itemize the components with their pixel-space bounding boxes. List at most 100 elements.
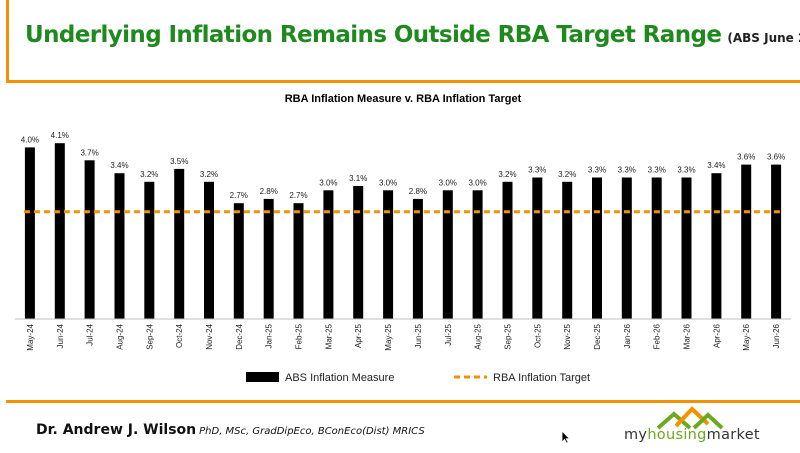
x-tick-Feb-25: Feb-25 [295,323,304,349]
data-label-Aug-25: 3.0% [468,178,486,187]
x-tick-May-24: May-24 [26,323,35,350]
bar-Jul-25 [442,190,453,319]
x-tick-Feb-26: Feb-26 [653,323,662,349]
bar-Dec-25 [592,177,602,319]
x-tick-Jul-25: Jul-25 [444,323,453,345]
bar-Jun-25 [412,198,423,319]
data-label-Dec-25: 3.3% [588,166,606,175]
x-tick-May-25: May-25 [384,323,393,350]
mouse-cursor-icon [561,430,571,444]
inflation-chart: RBA Inflation Measure v. RBA Inflation T… [15,93,791,384]
bar-Apr-25 [353,186,364,319]
bar-Jun-26 [771,164,782,319]
x-tick-Oct-25: Oct-25 [533,323,542,348]
data-label-Jul-24: 3.7% [80,148,98,157]
myhousingmarket-logo: myhousingmarket [620,404,780,448]
data-label-Nov-25: 3.2% [558,170,576,179]
x-tick-Aug-25: Aug-25 [474,323,483,349]
x-tick-Apr-25: Apr-25 [354,323,363,348]
data-label-Jun-24: 4.1% [51,131,69,140]
legend-swatch-bar [246,372,279,382]
bar-Dec-24 [233,203,244,319]
x-tick-Mar-26: Mar-26 [683,323,692,349]
bar-Oct-24 [174,168,185,319]
bar-Feb-26 [651,177,662,319]
data-label-Mar-25: 3.0% [319,178,337,187]
bar-May-26 [741,164,752,319]
bar-Mar-25 [323,190,334,319]
bar-May-24 [24,147,35,319]
data-label-Feb-25: 2.7% [289,191,307,200]
bar-Nov-25 [562,181,573,319]
data-label-Sep-25: 3.2% [498,170,516,179]
slide-title-text: Underlying Inflation Remains Outside RBA… [25,22,722,48]
bar-Sep-24 [144,181,155,319]
bar-Aug-25 [472,190,483,319]
x-tick-May-26: May-26 [742,323,751,350]
x-tick-Oct-24: Oct-24 [175,323,184,348]
x-tick-Jan-26: Jan-26 [623,323,632,348]
x-tick-Dec-24: Dec-24 [235,323,244,349]
x-tick-Nov-24: Nov-24 [205,323,214,349]
bar-Jan-26 [621,177,632,319]
legend-label-line: RBA Inflation Target [493,372,590,384]
house-roofs-icon [656,406,724,430]
x-tick-Sep-24: Sep-24 [145,323,154,349]
x-tick-Jun-24: Jun-24 [56,323,65,348]
data-label-Mar-26: 3.3% [677,166,695,175]
x-tick-Jan-25: Jan-25 [265,323,274,348]
bar-Jul-24 [84,160,95,319]
bar-Aug-24 [114,173,125,319]
data-label-May-24: 4.0% [21,135,39,144]
data-label-May-25: 3.0% [379,178,397,187]
data-label-Jan-26: 3.3% [618,166,636,175]
x-tick-Apr-26: Apr-26 [712,323,721,348]
data-label-Jun-25: 2.8% [409,187,427,196]
logo-text-housing: housing [647,427,707,443]
bar-Sep-25 [502,181,513,319]
logo-text-my: my [624,427,648,443]
bar-Apr-26 [711,173,722,319]
data-label-Dec-24: 2.7% [230,191,248,200]
data-label-Nov-24: 3.2% [200,170,218,179]
author-name: Dr. Andrew J. Wilson [36,422,197,438]
data-label-Oct-25: 3.3% [528,166,546,175]
x-tick-Jun-26: Jun-26 [772,323,781,348]
data-label-Jan-25: 2.8% [260,187,278,196]
bar-Feb-25 [293,203,304,319]
data-label-Feb-26: 3.3% [648,166,666,175]
bar-Nov-24 [204,181,214,319]
data-label-Oct-24: 3.5% [170,157,188,166]
slide-title: Underlying Inflation Remains Outside RBA… [25,22,800,48]
x-tick-Mar-25: Mar-25 [324,323,333,349]
bar-Mar-26 [681,177,692,319]
bar-Jan-25 [263,198,274,319]
title-bar: Underlying Inflation Remains Outside RBA… [6,0,800,80]
author-credentials: PhD, MSc, GradDipEco, BConEco(Dist) MRIC… [199,426,425,437]
x-tick-Jul-24: Jul-24 [86,323,95,345]
data-label-Jun-26: 3.6% [767,153,785,162]
x-tick-Aug-24: Aug-24 [116,323,125,349]
author-credit: Dr. Andrew J. Wilson PhD, MSc, GradDipEco… [36,419,425,438]
data-label-Apr-25: 3.1% [349,174,367,183]
data-label-May-26: 3.6% [737,153,755,162]
x-tick-Dec-25: Dec-25 [593,323,602,349]
bottom-orange-rule [6,400,800,403]
logo-text-market: market [706,427,760,443]
chart-title: RBA Inflation Measure v. RBA Inflation T… [285,93,522,105]
data-label-Jul-25: 3.0% [439,178,457,187]
bar-May-25 [383,190,394,319]
x-tick-Jun-25: Jun-25 [414,323,423,348]
x-tick-Nov-25: Nov-25 [563,323,572,349]
x-tick-Sep-25: Sep-25 [504,323,513,349]
data-label-Apr-26: 3.4% [707,161,725,170]
chart-area: RBA Inflation Measure v. RBA Inflation T… [6,83,800,400]
logo-wordmark: myhousingmarket [624,427,760,443]
slide-subtitle: (ABS June 2026) [727,31,800,45]
legend-label-bar: ABS Inflation Measure [285,372,394,384]
bar-Oct-25 [532,177,543,319]
data-label-Aug-24: 3.4% [110,161,128,170]
data-label-Sep-24: 3.2% [140,170,158,179]
bar-Jun-24 [54,143,65,319]
top-orange-rule [6,80,800,83]
